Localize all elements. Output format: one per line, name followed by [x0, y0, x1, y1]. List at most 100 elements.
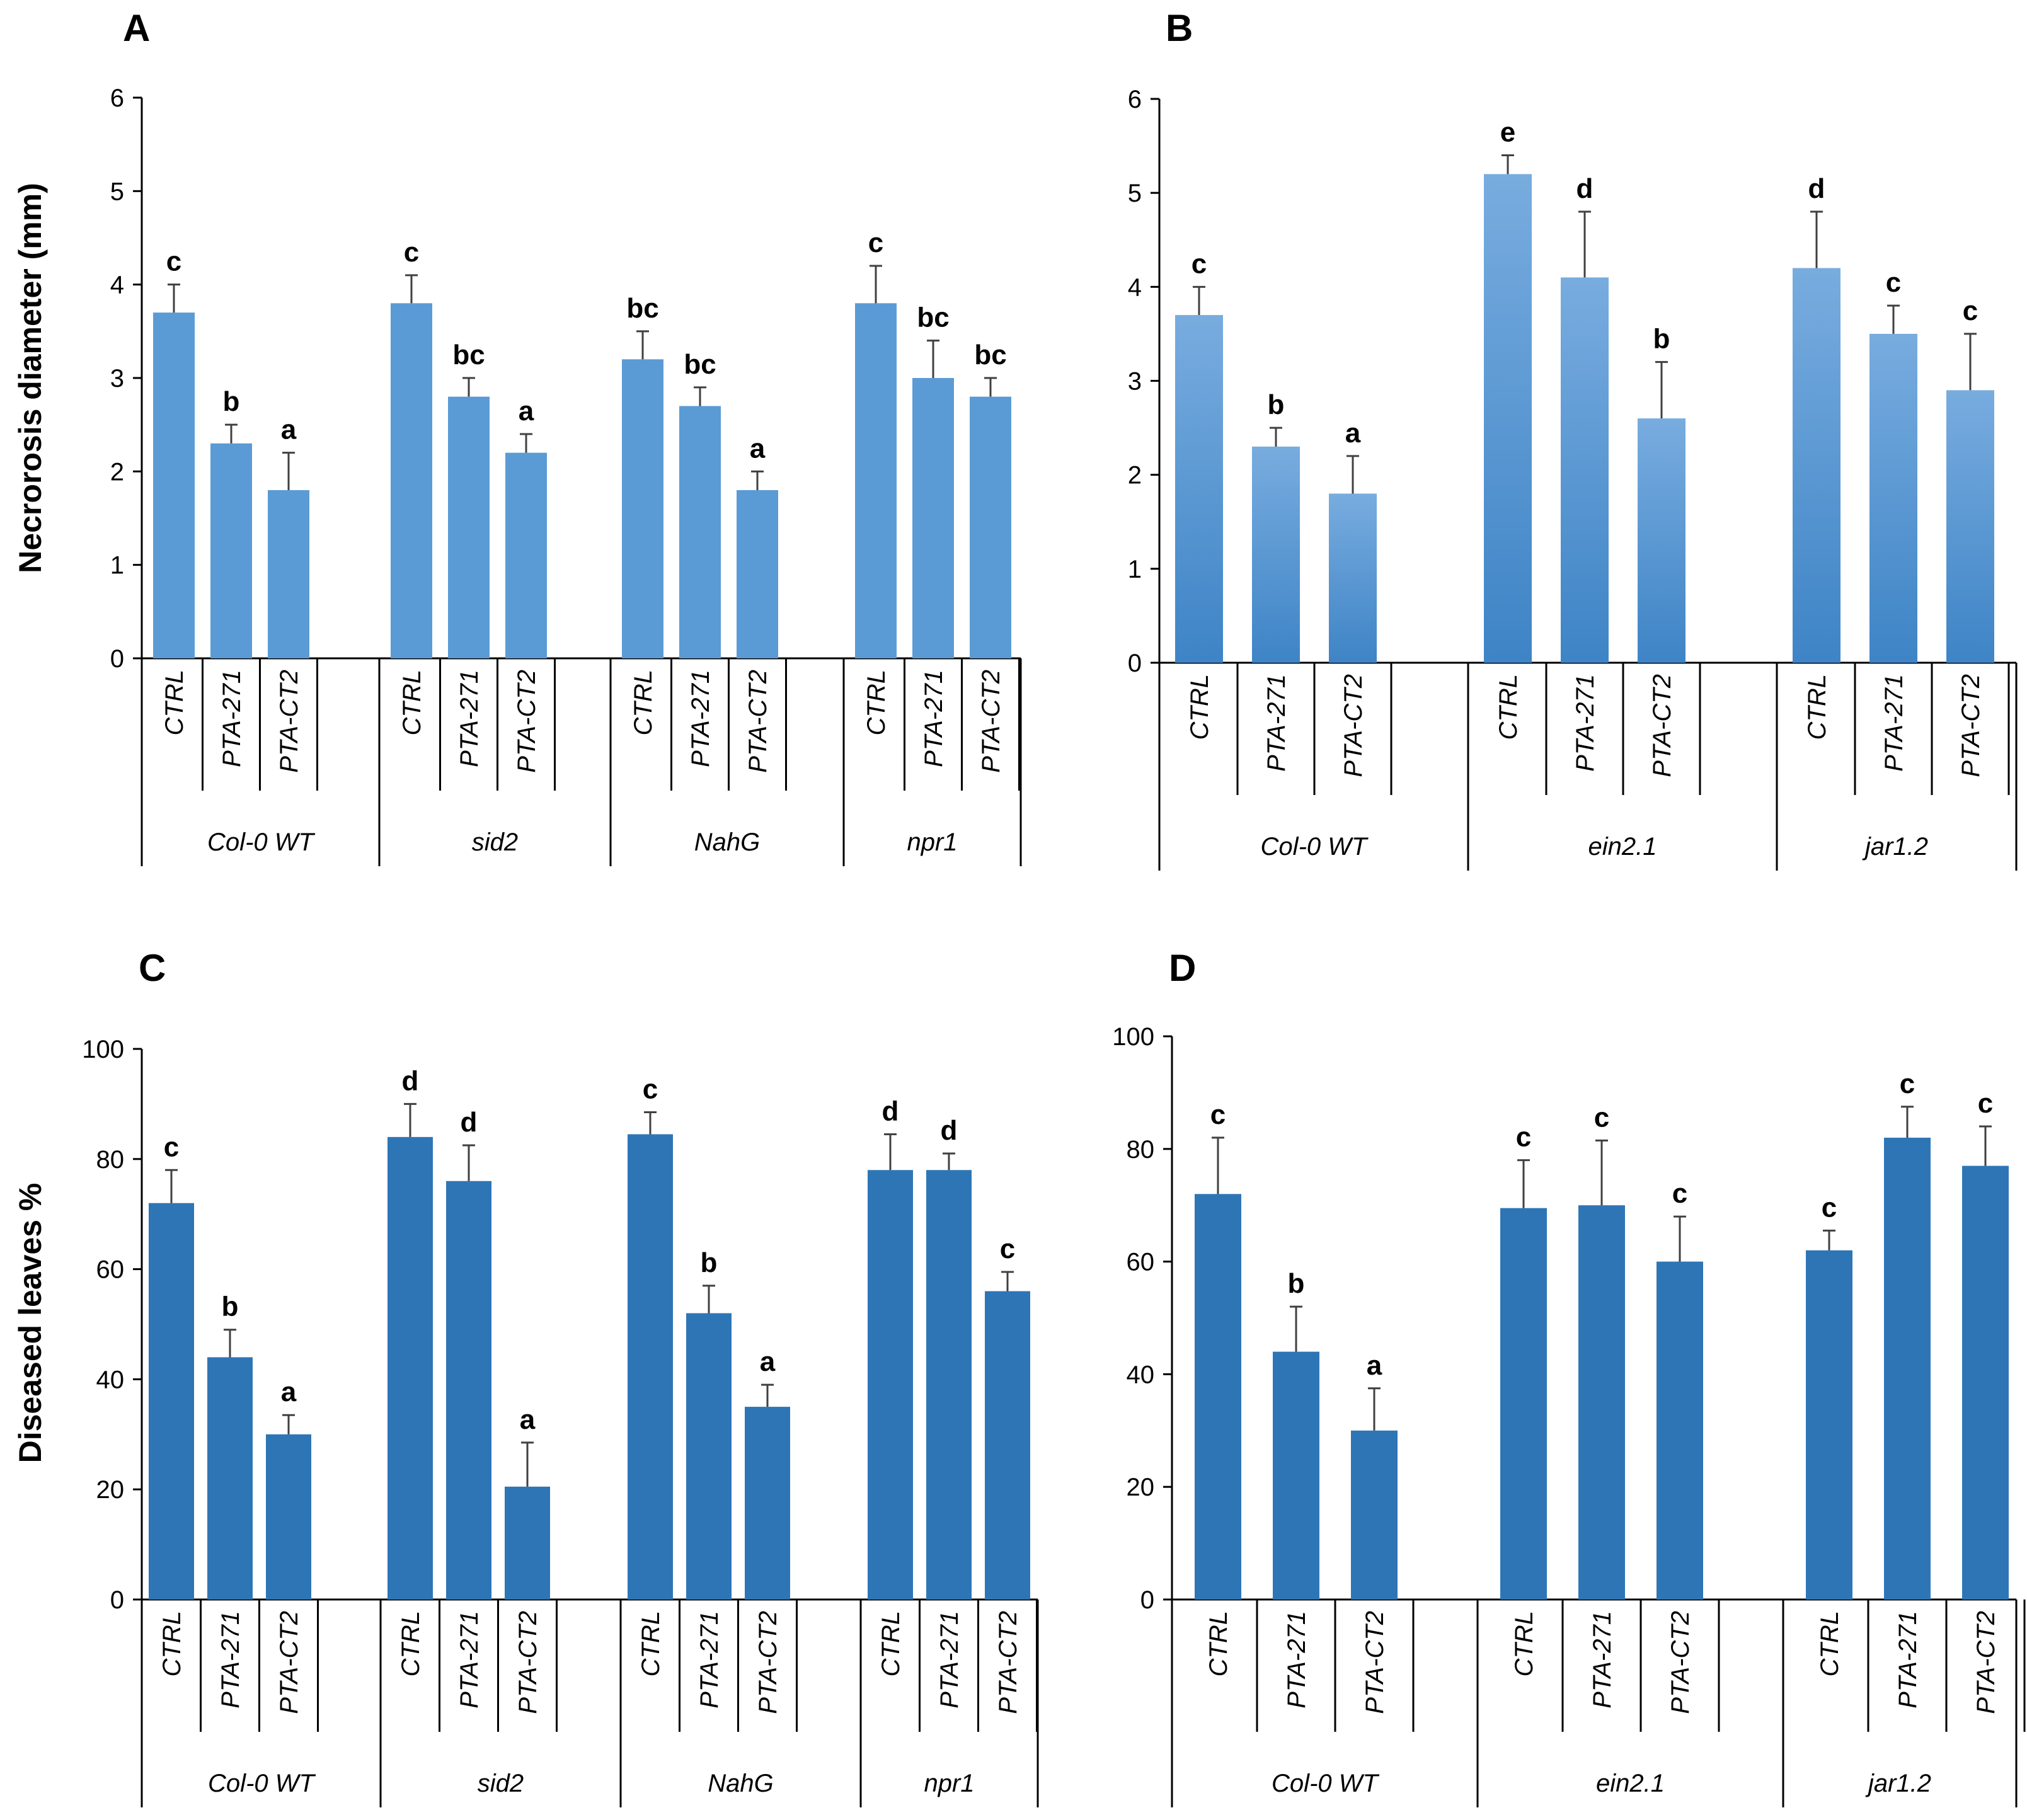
category-label: CTRL	[1495, 674, 1522, 740]
significance-letter: a	[281, 415, 297, 445]
significance-letter: bc	[974, 340, 1006, 370]
panel-a: A Necrorosis diameter (mm) 0 1 2 3 4 5 6 Col-0 WT…	[13, 7, 1022, 866]
significance-letter: bc	[917, 302, 949, 333]
bar	[868, 1170, 913, 1600]
group-label: jar1.2	[1865, 1770, 1931, 1797]
significance-letter: c	[1516, 1122, 1531, 1153]
bar	[268, 490, 309, 658]
significance-letter: c	[404, 237, 419, 268]
group-label: sid2	[472, 828, 518, 856]
significance-letter: d	[1808, 173, 1825, 204]
group-label: jar1.2	[1862, 833, 1928, 861]
y-tick-label: 0	[110, 645, 124, 673]
significance-letter: bc	[684, 349, 716, 380]
bar	[622, 359, 663, 658]
significance-letter: c	[1672, 1178, 1687, 1209]
bar	[1195, 1194, 1241, 1600]
bar	[1806, 1250, 1852, 1600]
panel-d: D 0 20 40 60 80 100 Col-0 WT c CTRL b PTA-271 a PTA-C…	[1112, 947, 2026, 1807]
significance-letter: a	[520, 1404, 536, 1435]
panel-letter: A	[123, 7, 150, 49]
panel-letter: D	[1169, 947, 1196, 989]
y-tick-label: 80	[1127, 1136, 1155, 1164]
category-label: PTA-271	[456, 670, 483, 767]
significance-letter: c	[1822, 1192, 1837, 1223]
significance-letter: c	[1978, 1088, 1993, 1119]
significance-letter: c	[1594, 1102, 1609, 1133]
y-tick-label: 0	[1128, 650, 1142, 677]
bar	[737, 490, 778, 658]
significance-letter: b	[1288, 1268, 1305, 1299]
y-tick-label: 5	[110, 178, 124, 205]
panel-c: C Diseased leaves % 0 20 40 60 80 100 Col-0 WT c C…	[13, 947, 1039, 1807]
group-label: Col-0 WT	[1261, 833, 1369, 861]
category-label: PTA-CT2	[744, 670, 772, 773]
category-label: CTRL	[629, 670, 657, 735]
bar	[912, 378, 954, 658]
y-tick-label: 40	[96, 1366, 125, 1394]
category-label: PTA-271	[456, 1611, 483, 1708]
category-label: PTA-271	[687, 670, 715, 767]
bar	[391, 303, 432, 658]
bar	[149, 1203, 194, 1600]
significance-letter: c	[643, 1074, 658, 1105]
category-label: PTA-CT2	[1667, 1611, 1694, 1714]
bar	[210, 443, 252, 658]
y-tick-label: 1	[110, 552, 124, 580]
bar	[1657, 1261, 1703, 1600]
category-label: PTA-271	[1880, 674, 1908, 772]
significance-letter: c	[1900, 1068, 1915, 1099]
bar	[153, 312, 195, 659]
y-tick-label: 80	[96, 1146, 125, 1174]
significance-letter: c	[1000, 1233, 1015, 1264]
bar	[1793, 268, 1840, 663]
bar	[1351, 1430, 1398, 1600]
category-label: CTRL	[1186, 674, 1214, 740]
category-label: PTA-271	[1894, 1611, 1922, 1708]
category-label: PTA-CT2	[275, 1611, 303, 1714]
category-label: CTRL	[398, 670, 426, 735]
y-tick-label: 6	[110, 84, 124, 112]
bar	[745, 1407, 790, 1600]
category-label: PTA-CT2	[275, 670, 303, 773]
y-tick-label: 0	[1140, 1586, 1154, 1614]
bar	[446, 1181, 491, 1600]
significance-letter: a	[1345, 418, 1361, 449]
y-tick-label: 20	[1127, 1474, 1155, 1501]
category-label: CTRL	[397, 1611, 425, 1676]
bar	[1500, 1208, 1547, 1600]
significance-letter: bc	[452, 340, 485, 370]
y-tick-label: 5	[1128, 180, 1142, 207]
significance-letter: b	[1268, 389, 1285, 420]
bar	[855, 303, 897, 658]
significance-letter: c	[164, 1131, 179, 1162]
category-label: PTA-271	[1283, 1611, 1311, 1708]
y-tick-label: 2	[110, 458, 124, 486]
panel-b: B 0 1 2 3 4 5 6 Col-0 WT c CTRL b PTA-271 a PTA-CT2 ein…	[1128, 7, 2018, 871]
category-label: PTA-271	[217, 1611, 244, 1708]
bar	[970, 396, 1011, 658]
y-tick-label: 2	[1128, 462, 1142, 489]
bar	[266, 1434, 311, 1600]
category-label: PTA-271	[696, 1611, 723, 1708]
significance-letter: bc	[626, 293, 658, 324]
category-label: PTA-CT2	[754, 1611, 782, 1714]
y-tick-label: 1	[1128, 556, 1142, 583]
bar	[1962, 1165, 2009, 1600]
significance-letter: a	[750, 433, 766, 464]
y-tick-label: 100	[1112, 1023, 1154, 1051]
category-label: PTA-271	[1263, 674, 1290, 772]
category-label: PTA-CT2	[977, 670, 1005, 773]
category-label: CTRL	[1205, 1611, 1232, 1676]
bar	[505, 452, 547, 658]
category-label: CTRL	[161, 670, 188, 735]
y-tick-label: 6	[1128, 86, 1142, 113]
significance-letter: c	[868, 227, 883, 258]
category-label: PTA-CT2	[1361, 1611, 1389, 1714]
group-label: ein2.1	[1596, 1770, 1665, 1797]
bar	[985, 1291, 1030, 1600]
significance-letter: a	[281, 1376, 297, 1407]
significance-letter: c	[1192, 248, 1207, 279]
bar	[1946, 390, 1994, 663]
category-label: PTA-271	[1588, 1611, 1616, 1708]
